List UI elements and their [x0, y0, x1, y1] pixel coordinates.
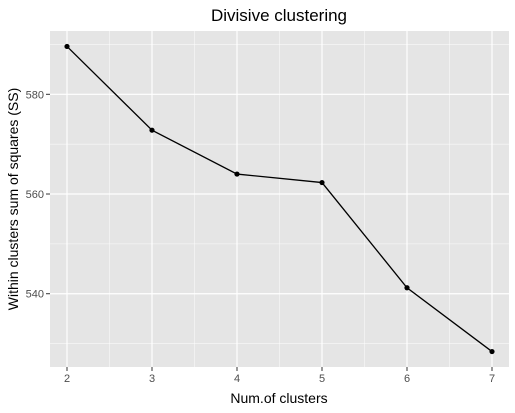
x-tick-label: 7	[489, 373, 495, 385]
data-point	[489, 348, 495, 355]
data-point	[404, 285, 410, 291]
chart-title: Divisive clustering	[211, 6, 347, 25]
series-line-group	[66, 45, 493, 353]
x-axis-label: Num.of clusters	[230, 390, 327, 406]
x-tick-label: 5	[319, 373, 325, 385]
x-tick-label: 4	[234, 373, 240, 385]
series-points	[64, 43, 495, 355]
y-axis-label: Within clusters sum of squares (SS)	[5, 88, 21, 311]
x-tick-label: 3	[149, 373, 155, 385]
data-point	[64, 43, 70, 50]
y-tick-label: 540	[26, 289, 44, 301]
major-grid-lines	[50, 31, 509, 367]
x-tick-label: 6	[404, 373, 410, 385]
y-tick-label: 580	[26, 89, 44, 101]
minor-grid-lines	[50, 31, 509, 367]
axis-ticks: 2 3 4 5 6 7 540 560 580	[26, 89, 495, 385]
series-line	[66, 45, 493, 353]
data-point	[149, 127, 155, 133]
data-point	[234, 171, 240, 177]
y-tick-label: 560	[26, 189, 44, 201]
data-point	[319, 179, 325, 186]
x-tick-label: 2	[64, 373, 70, 385]
